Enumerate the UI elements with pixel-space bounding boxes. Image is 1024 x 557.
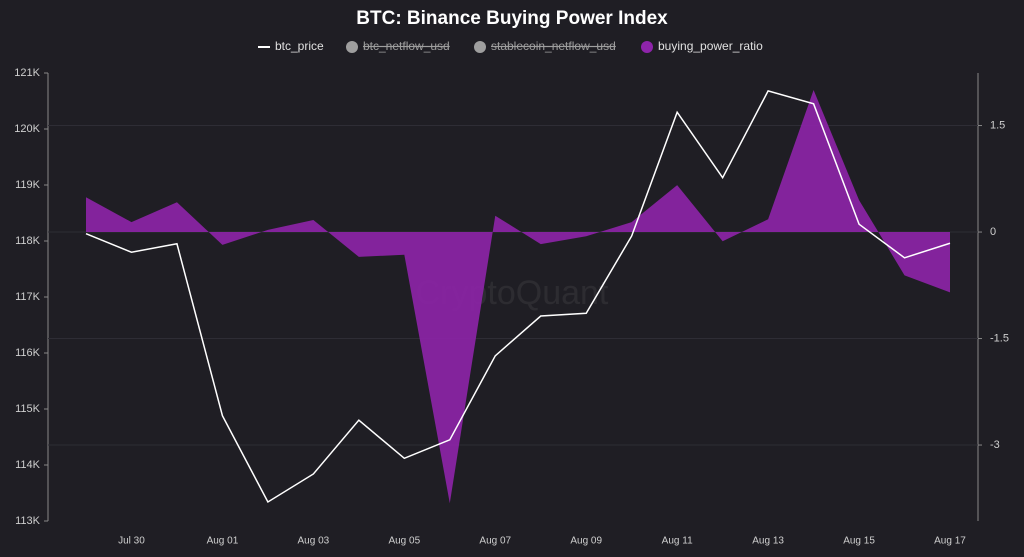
legend-label[interactable]: stablecoin_netflow_usd	[491, 39, 616, 53]
x-tick-label: Aug 09	[570, 536, 602, 547]
x-tick-label: Aug 17	[934, 536, 966, 547]
y2-tick-label: -1.5	[990, 332, 1009, 344]
x-tick-label: Aug 07	[479, 536, 511, 547]
legend-label[interactable]: buying_power_ratio	[658, 39, 763, 53]
y-tick-label: 119K	[15, 179, 41, 191]
y-tick-label: 116K	[15, 347, 41, 359]
y-tick-label: 113K	[15, 515, 41, 527]
y-tick-label: 120K	[14, 123, 40, 135]
y-tick-label: 115K	[15, 403, 41, 415]
y-tick-label: 117K	[15, 291, 41, 303]
x-tick-label: Aug 05	[388, 536, 420, 547]
legend-swatch	[474, 41, 486, 53]
x-tick-label: Aug 13	[752, 536, 784, 547]
x-tick-label: Jul 30	[118, 536, 145, 547]
y-tick-label: 121K	[14, 67, 40, 79]
x-tick-label: Aug 01	[207, 536, 239, 547]
y-tick-label: 118K	[15, 235, 41, 247]
legend-label[interactable]: btc_price	[275, 39, 324, 53]
legend-swatch	[641, 41, 653, 53]
x-tick-label: Aug 03	[298, 536, 330, 547]
y2-tick-label: -3	[990, 439, 1000, 451]
chart-title: BTC: Binance Buying Power Index	[356, 8, 668, 29]
y2-tick-label: 1.5	[990, 119, 1005, 131]
legend-label[interactable]: btc_netflow_usd	[363, 39, 450, 53]
y-tick-label: 114K	[15, 459, 41, 471]
x-tick-label: Aug 15	[843, 536, 875, 547]
y2-tick-label: 0	[990, 226, 996, 238]
line	[85, 90, 951, 504]
legend-swatch	[346, 41, 358, 53]
x-tick-label: Aug 11	[662, 536, 693, 547]
